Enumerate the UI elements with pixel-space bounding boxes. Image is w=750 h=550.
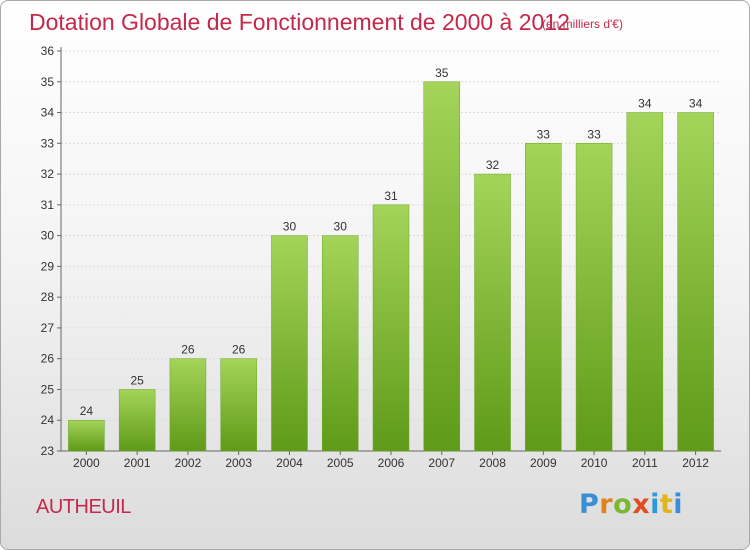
bar-2006 (372, 204, 410, 452)
logo-letter: x (632, 489, 651, 520)
data-label-2002: 26 (181, 343, 195, 357)
y-tick-label: 24 (41, 413, 55, 427)
bar-2003 (220, 358, 257, 452)
x-tick-label-2002: 2002 (175, 456, 202, 470)
y-tick-label: 28 (41, 290, 55, 304)
data-label-2003: 26 (232, 343, 246, 357)
bar-2012 (677, 112, 714, 452)
data-label-2006: 31 (384, 189, 398, 203)
data-label-2011: 34 (638, 97, 652, 111)
y-tick-label: 35 (41, 75, 55, 89)
y-tick-label: 23 (41, 444, 55, 458)
data-label-2004: 30 (283, 220, 297, 234)
data-label-2010: 33 (587, 127, 601, 141)
y-tick-label: 30 (41, 229, 55, 243)
labels: 23 24 25 26 27 28 29 30 31 32 33 34 35 36 24 2000 25 2001… (41, 44, 710, 470)
logo-letter: t (659, 489, 674, 520)
x-tick-label-2004: 2004 (276, 456, 303, 470)
y-tick-label: 26 (41, 352, 55, 366)
x-tick-label-2008: 2008 (479, 456, 506, 470)
x-tick-label-2001: 2001 (124, 456, 151, 470)
bar-2010 (575, 143, 613, 452)
x-tick-label-2010: 2010 (581, 456, 608, 470)
logo-letter: i (673, 489, 684, 520)
bar-2000 (68, 419, 105, 452)
bar-2002 (169, 358, 207, 452)
data-label-2005: 30 (334, 220, 348, 234)
data-label-2012: 34 (689, 97, 703, 111)
logo-letter: i (650, 489, 660, 520)
bar-2008 (474, 173, 511, 452)
data-label-2000: 24 (80, 404, 94, 418)
logo-letter: o (613, 489, 633, 520)
x-tick-label-2012: 2012 (682, 456, 709, 470)
bar-2004 (271, 235, 308, 452)
chart-title: Dotation Globale de Fonctionnement de 20… (29, 9, 570, 35)
logo-letter: r (599, 489, 614, 520)
y-tick-label: 29 (41, 259, 55, 273)
logo-letter: P (579, 489, 600, 520)
data-label-2008: 32 (486, 158, 500, 172)
data-label-2009: 33 (537, 127, 551, 141)
x-tick-label-2006: 2006 (378, 456, 405, 470)
x-tick-label-2007: 2007 (428, 456, 455, 470)
data-label-2001: 25 (130, 373, 144, 387)
data-label-2007: 35 (435, 66, 449, 80)
chart-subtitle: (en milliers d'€) (542, 17, 623, 31)
bar-2007 (423, 81, 461, 452)
bar-2011 (626, 112, 664, 452)
y-tick-label: 36 (41, 44, 55, 58)
proxiti-logo[interactable]: Proxiti (579, 489, 683, 520)
commune-name: AUTHEUIL (36, 496, 131, 518)
bar-2009 (525, 143, 562, 452)
x-tick-label-2003: 2003 (225, 456, 252, 470)
y-tick-label: 32 (41, 167, 55, 181)
x-tick-label-2005: 2005 (327, 456, 354, 470)
y-tick-label: 25 (41, 382, 55, 396)
bar-2001 (118, 389, 156, 452)
x-tick-label-2011: 2011 (632, 456, 658, 470)
x-tick-label-2009: 2009 (530, 456, 557, 470)
bar-2005 (321, 235, 359, 452)
bars (68, 81, 714, 452)
y-tick-label: 34 (41, 106, 55, 120)
x-tick-label-2000: 2000 (73, 456, 100, 470)
y-tick-label: 31 (41, 198, 55, 212)
y-tick-label: 27 (41, 321, 55, 335)
y-tick-label: 33 (41, 136, 55, 150)
